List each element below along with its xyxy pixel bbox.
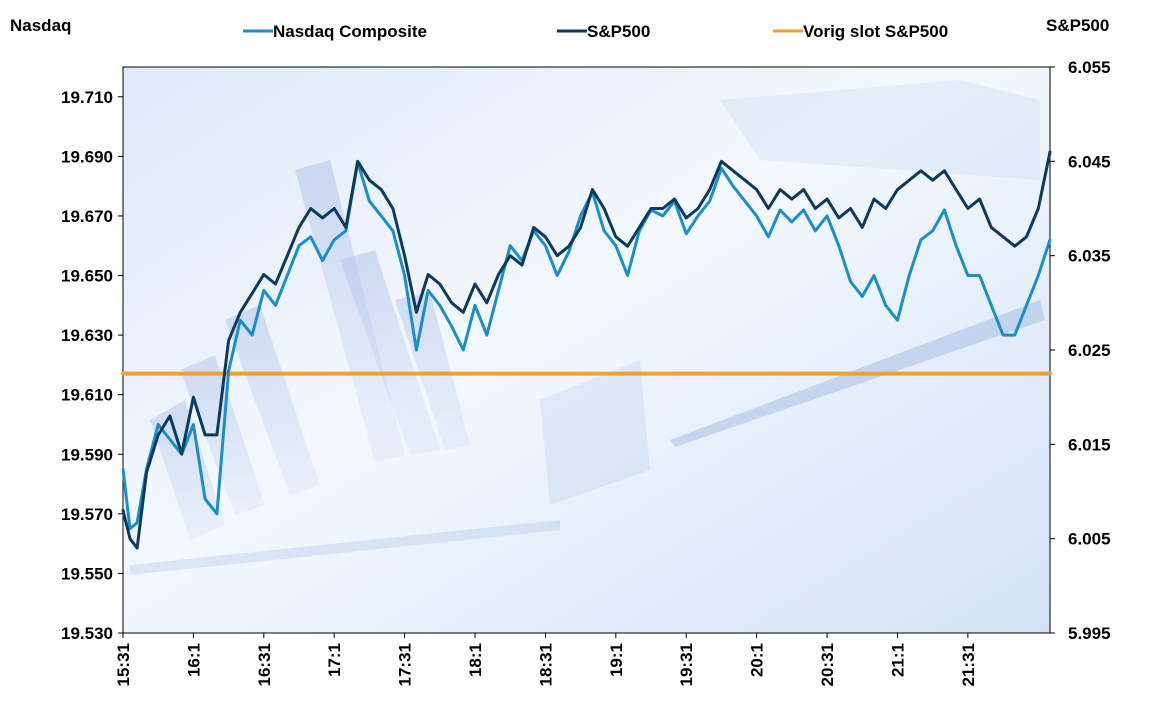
- left-tick-label: 19.550: [61, 564, 113, 583]
- series-line-sp500: [121, 150, 1052, 550]
- legend-label-prev-close: Vorig slot S&P500: [803, 22, 948, 41]
- x-tick-label: 21:31: [959, 643, 978, 686]
- right-tick-label: 6.025: [1068, 341, 1111, 360]
- left-axis: 19.530 19.550 19.570 19.590 19.610 19.630 19.6…: [61, 88, 123, 643]
- x-tick-label: 21:1: [888, 643, 907, 677]
- x-tick-label: 16:31: [255, 643, 274, 686]
- x-tick-label: 18:1: [466, 643, 485, 677]
- left-tick-label: 19.710: [61, 88, 113, 107]
- right-tick-label: 5.995: [1068, 624, 1111, 643]
- x-tick-label: 17:1: [325, 643, 344, 677]
- left-axis-title: Nasdaq: [10, 16, 71, 35]
- x-tick-label: 20:1: [748, 643, 767, 677]
- right-tick-label: 6.055: [1068, 58, 1111, 77]
- series-line-nasdaq: [121, 160, 1052, 531]
- left-tick-label: 19.590: [61, 445, 113, 464]
- right-tick-label: 6.035: [1068, 247, 1111, 266]
- left-tick-label: 19.610: [61, 386, 113, 405]
- left-tick-label: 19.670: [61, 207, 113, 226]
- right-tick-label: 6.005: [1068, 530, 1111, 549]
- x-tick-label: 16:1: [184, 643, 203, 677]
- left-tick-label: 19.530: [61, 624, 113, 643]
- x-tick-label: 18:31: [536, 643, 555, 686]
- right-axis-title: S&P500: [1046, 16, 1109, 35]
- x-tick-label: 17:31: [396, 643, 415, 686]
- x-axis: 15:31 16:1 16:31 17:1 17:31 18:1 18:31 19:1 19:3…: [114, 633, 978, 686]
- x-tick-label: 19:31: [677, 643, 696, 686]
- right-tick-label: 6.015: [1068, 435, 1111, 454]
- legend: Nasdaq Composite S&P500 Vorig slot S&P50…: [243, 22, 948, 41]
- left-tick-label: 19.570: [61, 505, 113, 524]
- left-tick-label: 19.630: [61, 326, 113, 345]
- x-tick-label: 20:31: [818, 643, 837, 686]
- left-tick-label: 19.650: [61, 267, 113, 286]
- right-tick-label: 6.045: [1068, 152, 1111, 171]
- left-tick-label: 19.690: [61, 147, 113, 166]
- x-tick-label: 15:31: [114, 643, 133, 686]
- legend-label-sp500: S&P500: [587, 22, 650, 41]
- x-tick-label: 19:1: [607, 643, 626, 677]
- series-layer: [121, 150, 1052, 550]
- plot-background: [122, 66, 1051, 634]
- legend-label-nasdaq: Nasdaq Composite: [273, 22, 427, 41]
- right-axis: 5.995 6.005 6.015 6.025 6.035 6.045 6.055: [1050, 58, 1111, 643]
